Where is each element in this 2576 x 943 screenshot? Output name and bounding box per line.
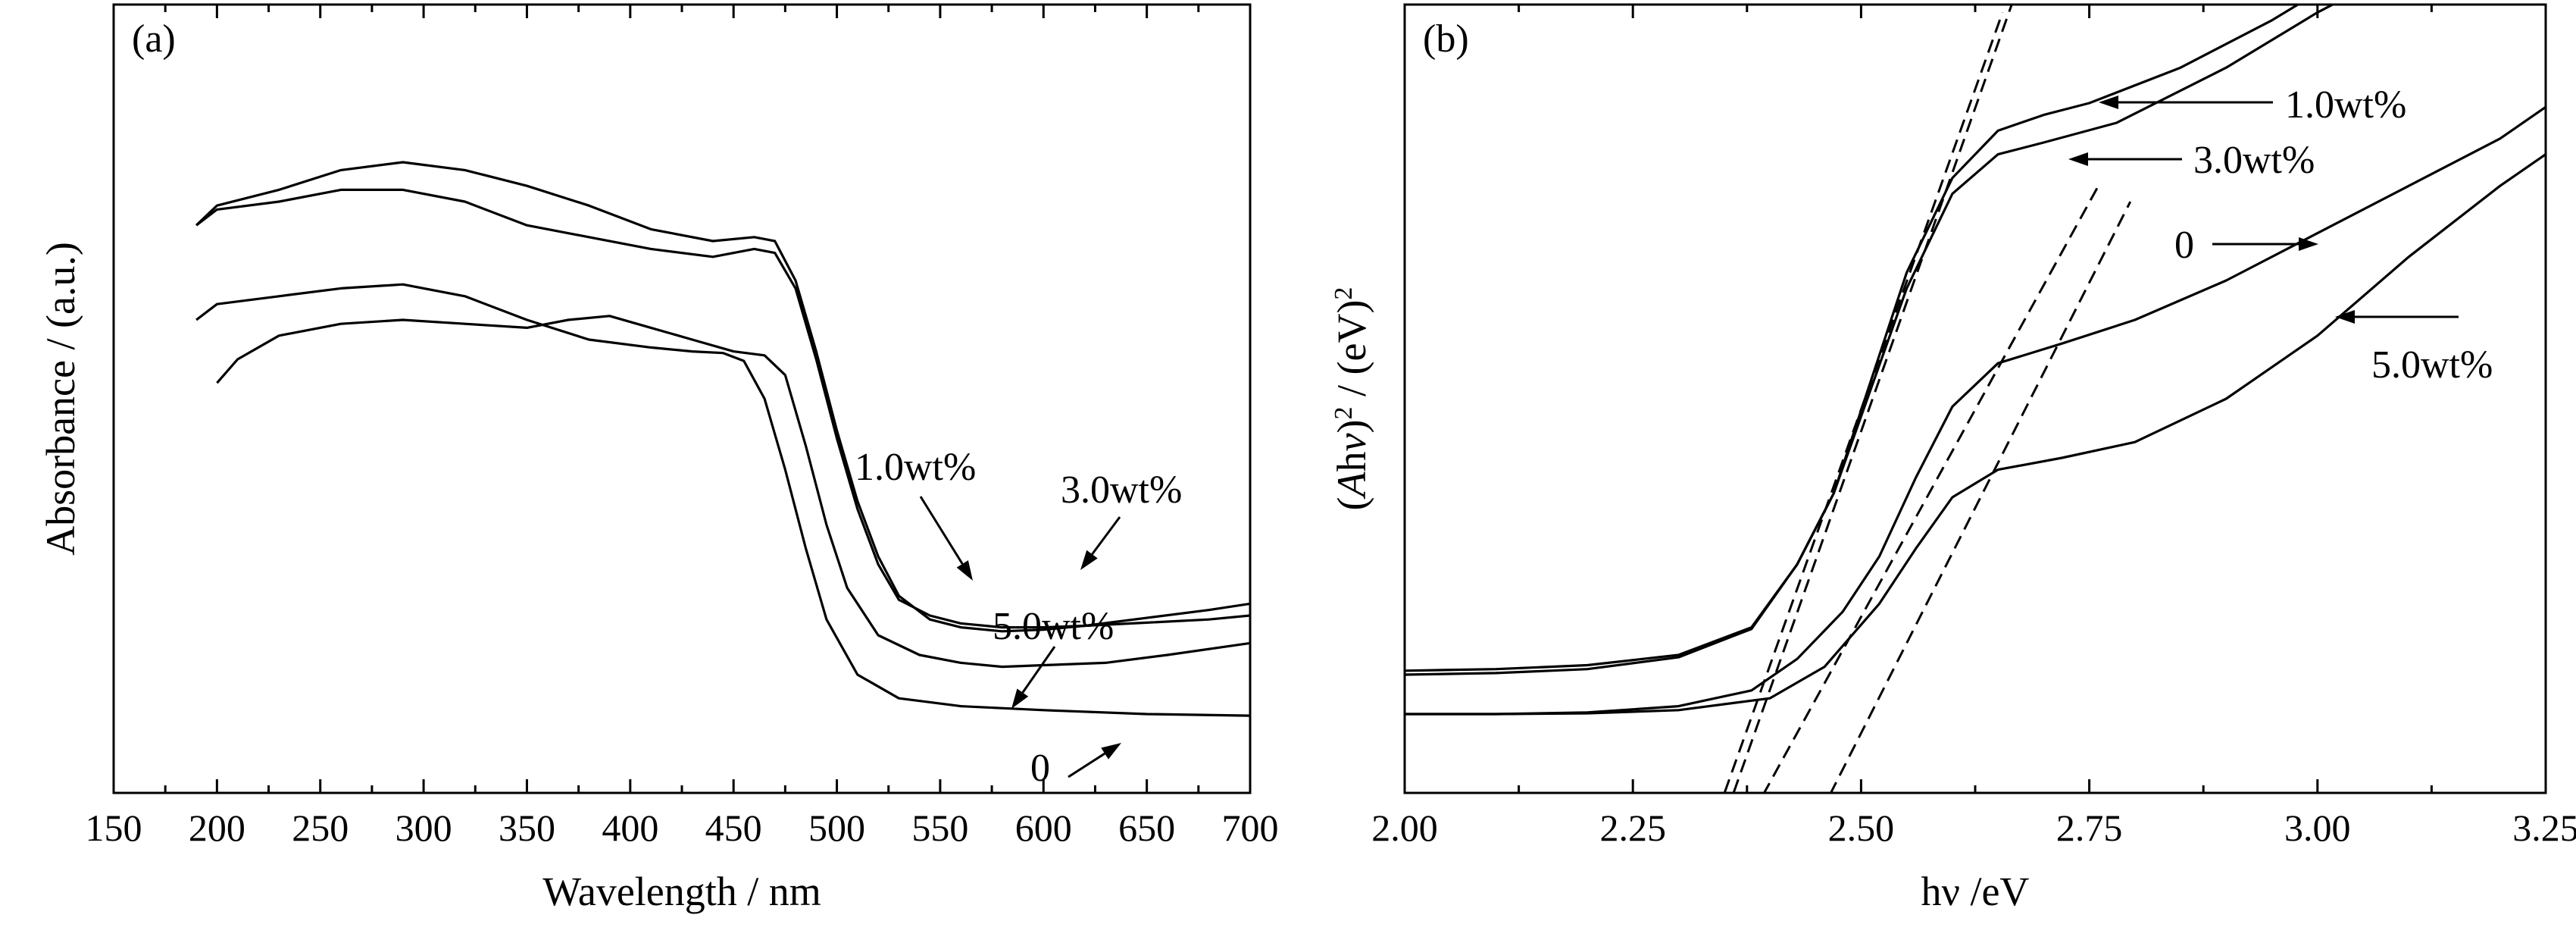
x-tick-label: 650 [1118,807,1175,849]
y-axis-title: Absorbance / (a.u.) [38,242,83,556]
series-line-5-0wt [1405,153,2546,716]
plot-frame [112,3,1252,794]
x-tick-label: 550 [911,807,968,849]
series-label-3-0wt: 3.0wt% [1061,468,1182,512]
x-tick-label: 3.25 [2512,807,2576,849]
x-tick-label: 350 [499,807,555,849]
series-label-0: 0 [2174,224,2194,267]
annotation-arrow [1068,743,1121,779]
tangent-fit-line [1732,5,2013,793]
x-tick-label: 450 [705,807,762,849]
annotation-arrow [2099,96,2273,109]
panel-b: 2.00 2.25 2.50 2.75 3.00 3.25 (b) hν /eV (Ahν)2 … [1329,3,2576,914]
series-line-3-0wt [195,188,1250,629]
annotation-arrow [919,496,973,581]
series-line-1-0wt [195,161,1250,633]
x-tick-label: 2.00 [1371,807,1438,849]
panel-a: 150 200 250 300 350 400 450 500 550 600 650 700 (a) W… [38,3,1279,914]
x-tick-label: 600 [1015,807,1072,849]
series-group [195,161,1250,717]
x-tick-label: 150 [86,807,142,849]
x-tick-label: 400 [602,807,658,849]
x-tick-label: 300 [395,807,452,849]
x-tick-label: 500 [808,807,865,849]
x-tick-label: 2.25 [1599,807,1666,849]
x-tick-label: 3.00 [2284,807,2351,849]
series-line-0 [1405,105,2546,716]
series-label-3-0wt: 3.0wt% [2193,139,2315,182]
series-line-3-0wt [1405,5,2336,676]
x-tick-label: 2.50 [1828,807,1895,849]
series-line-0 [195,283,1250,717]
x-axis-title: hν /eV [1921,869,2030,914]
series-line-5-0wt [216,315,1250,669]
annotation-arrow [2068,152,2182,166]
tangent-fit-line [1723,11,2004,793]
series-group [1405,5,2546,793]
tangent-fit-line [1762,185,2099,793]
panel-label: (a) [132,17,176,61]
x-tick-label: 200 [189,807,245,849]
series-label-5-0wt: 5.0wt% [993,605,1114,648]
series-label-1-0wt: 1.0wt% [2285,83,2406,127]
panel-label: (b) [1423,17,1469,61]
tangent-fit-line [1829,201,2132,793]
series-line-1-0wt [1405,5,2301,672]
x-tick-label: 2.75 [2056,807,2123,849]
annotation-arrow [1011,646,1056,709]
x-tick-label: 250 [292,807,349,849]
annotation-arrow [2212,237,2318,251]
y-axis-title: (Ahν)2 / (eV)2 [1329,287,1374,511]
annotation-arrow [2335,310,2459,324]
x-tick-label: 700 [1222,807,1279,849]
x-axis-title: Wavelength / nm [542,869,821,914]
series-label-1-0wt: 1.0wt% [855,446,976,489]
series-label-5-0wt: 5.0wt% [2371,343,2493,387]
series-label-0: 0 [1030,747,1050,790]
annotation-arrow [1080,516,1121,570]
